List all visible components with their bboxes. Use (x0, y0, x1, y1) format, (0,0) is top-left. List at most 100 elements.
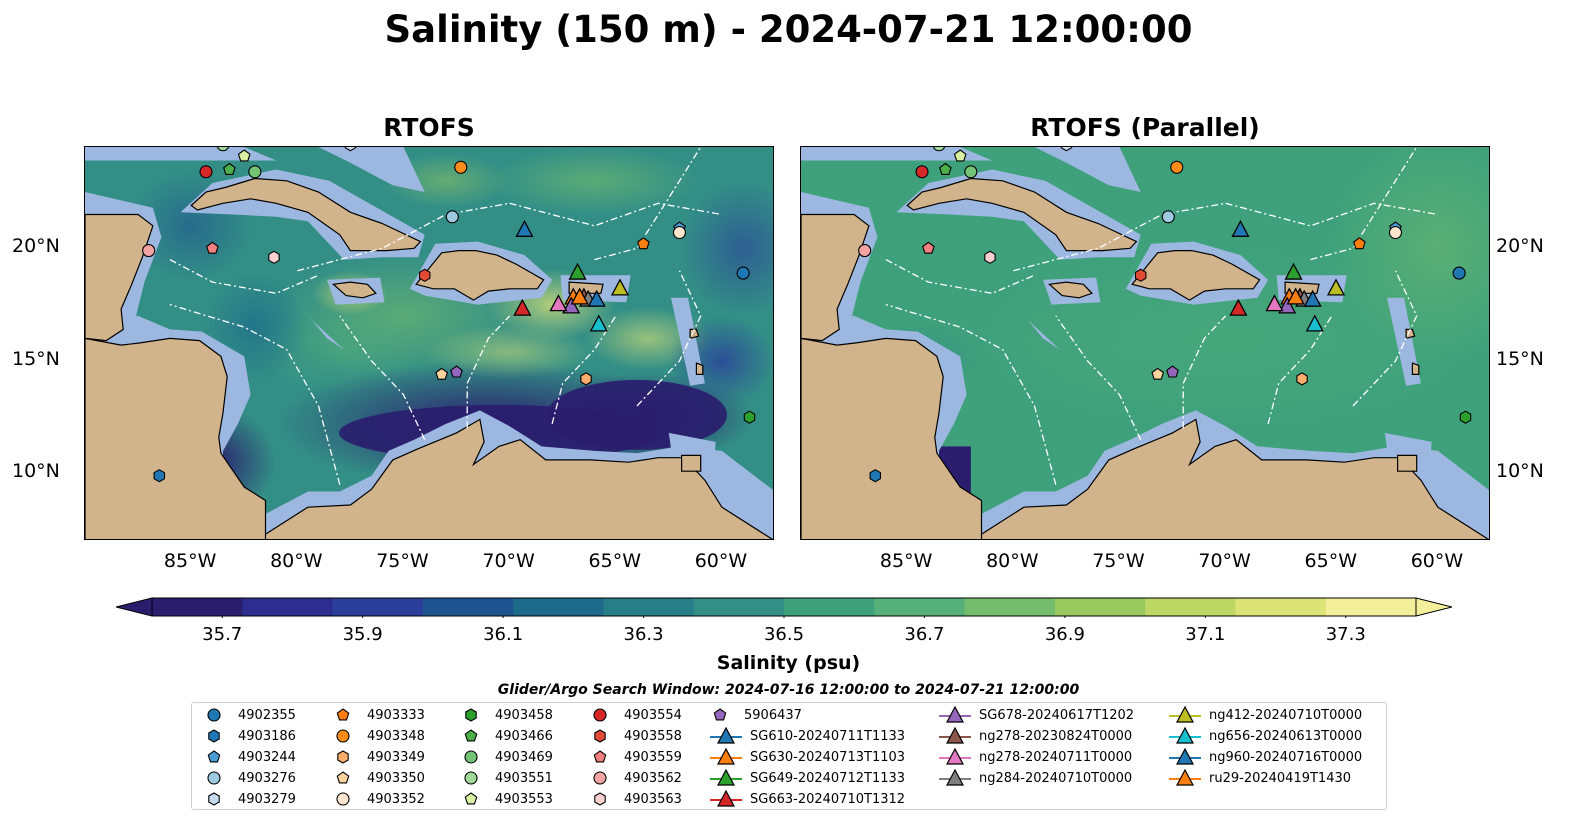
argo-marker-icon (207, 750, 221, 763)
legend-label: 4903562 (624, 770, 682, 786)
argo-float-marker (922, 241, 935, 254)
argo-float-marker (454, 160, 468, 174)
argo-marker-icon (464, 729, 478, 742)
legend-label: SG610-20240711T1133 (750, 728, 906, 744)
argo-float-marker (1170, 160, 1184, 174)
argo-float-marker (1459, 410, 1472, 424)
legend-label: 4903551 (495, 770, 553, 786)
legend-item-glider: SG663-20240710T1312 (708, 790, 905, 808)
legend-item-argo: 4903352 (331, 790, 425, 808)
argo-marker-icon (336, 792, 350, 806)
glider-marker (568, 262, 587, 280)
legend-label: SG663-20240710T1312 (750, 791, 906, 807)
lon-tick-label: 70°W (1198, 550, 1251, 572)
legend-item-argo: 4903348 (331, 727, 425, 745)
lon-tick-label: 80°W (986, 550, 1039, 572)
argo-marker-icon (208, 729, 220, 743)
glider-marker (1286, 287, 1305, 305)
argo-float-marker (216, 147, 230, 152)
legend-item-argo: 4903469 (459, 748, 553, 766)
argo-float-marker (435, 367, 449, 380)
glider-triangle-icon (939, 748, 971, 765)
colorbar (116, 597, 1452, 618)
argo-float-marker (1161, 210, 1175, 224)
legend: 4902355 4903186 4903244 4903276 4903279 49033… (191, 702, 1387, 810)
lon-tick-label: 70°W (482, 550, 535, 572)
lon-tick-label: 80°W (270, 550, 323, 572)
legend-item-argo: 4903333 (331, 706, 425, 724)
glider-triangle-icon (939, 769, 971, 786)
legend-item-argo: 4903458 (459, 706, 553, 724)
colorbar-label: Salinity (psu) (716, 652, 861, 674)
legend-item-argo: 4903244 (202, 748, 296, 766)
legend-label: ng278-20240711T0000 (979, 749, 1133, 765)
lat-tick-label: 10°N (1496, 460, 1544, 483)
glider-marker (1284, 262, 1303, 280)
argo-float-marker (939, 162, 952, 175)
argo-marker-icon (465, 708, 477, 722)
legend-label: 4903350 (367, 770, 425, 786)
legend-label: 4903558 (624, 728, 682, 744)
argo-marker-icon (207, 771, 221, 785)
legend-label: SG630-20240713T1103 (750, 749, 906, 765)
colorbar-tick-label: 35.9 (342, 624, 383, 645)
argo-float-marker (268, 250, 280, 264)
argo-float-marker (1060, 147, 1073, 152)
argo-float-marker (1388, 226, 1403, 240)
legend-item-glider: SG649-20240712T1133 (708, 769, 905, 787)
legend-item-glider: ng278-20240711T0000 (937, 748, 1132, 766)
glider-triangle-icon (710, 727, 742, 744)
glider-triangle-icon (710, 748, 742, 765)
legend-item-argo: 4903466 (459, 727, 553, 745)
lon-tick-label: 65°W (1304, 550, 1357, 572)
figure-title: Salinity (150 m) - 2024-07-21 12:00:00 (384, 8, 1193, 51)
glider-marker (1231, 219, 1250, 237)
glider-triangle-icon (939, 706, 971, 723)
lon-tick-label: 60°W (1410, 550, 1464, 572)
argo-marker-icon (337, 750, 349, 764)
argo-float-marker (743, 410, 756, 424)
colorbar-tick-label: 36.5 (763, 624, 805, 645)
legend-label: 4903186 (238, 728, 296, 744)
argo-float-marker (199, 165, 213, 179)
legend-item-argo: 4903350 (331, 769, 425, 787)
legend-item-glider: ng960-20240716T0000 (1167, 748, 1362, 766)
argo-float-marker (142, 244, 156, 258)
colorbar-tick-label: 37.3 (1325, 624, 1366, 645)
legend-label: 4902355 (238, 707, 296, 723)
legend-item-glider: SG610-20240711T1133 (708, 727, 905, 745)
legend-item-glider: ng412-20240710T0000 (1167, 706, 1362, 724)
legend-item-glider: ng656-20240613T0000 (1167, 727, 1362, 745)
legend-label: ng278-20230824T0000 (979, 728, 1133, 744)
glider-triangle-icon (1169, 748, 1201, 765)
argo-float-marker (1166, 365, 1179, 378)
legend-label: SG678-20240617T1202 (979, 707, 1135, 723)
legend-item-glider: SG630-20240713T1103 (708, 748, 905, 766)
panel-title-parallel: RTOFS (Parallel) (1030, 113, 1260, 142)
glider-marker (1305, 314, 1324, 332)
argo-marker-icon (593, 750, 607, 763)
panel-title-rtofs: RTOFS (383, 113, 475, 142)
argo-float-marker (223, 162, 236, 175)
glider-marker (570, 287, 589, 305)
lat-tick-label: 15°N (1496, 347, 1544, 370)
argo-marker-icon (593, 708, 607, 722)
legend-item-glider: ru29-20240419T1430 (1167, 769, 1351, 787)
argo-float-marker (637, 237, 650, 250)
glider-triangle-icon (1169, 769, 1201, 786)
lon-tick-label: 85°W (879, 550, 933, 572)
glider-triangle-icon (1169, 706, 1201, 723)
argo-float-marker (736, 266, 750, 280)
lon-tick-label: 75°W (376, 550, 429, 572)
argo-float-marker (869, 469, 882, 483)
colorbar-tick-label: 37.1 (1185, 624, 1226, 645)
lat-tick-label: 15°N (12, 347, 60, 370)
argo-float-marker (984, 250, 996, 264)
legend-label: 4903349 (367, 749, 425, 765)
argo-float-marker (964, 165, 978, 179)
argo-float-marker (344, 147, 357, 152)
legend-label: 4903458 (495, 707, 553, 723)
argo-marker-icon (336, 708, 350, 721)
argo-float-marker (1296, 372, 1308, 386)
legend-label: ru29-20240419T1430 (1209, 770, 1352, 786)
